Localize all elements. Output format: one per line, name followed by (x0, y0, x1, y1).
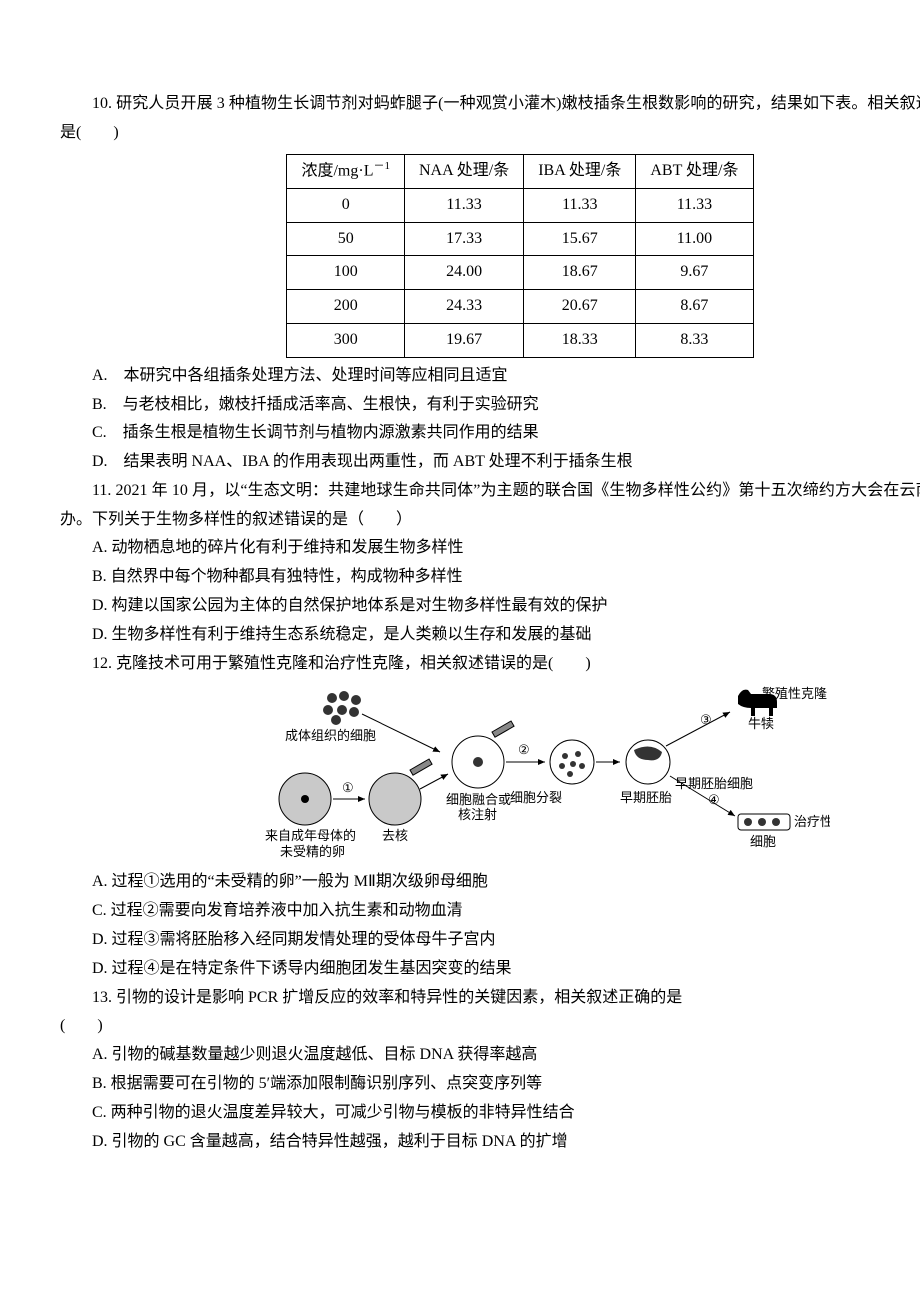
col-header-1: NAA 处理/条 (404, 154, 523, 188)
col-header-0: 浓度/mg·L－1 (287, 154, 405, 188)
early-embryo-icon (626, 740, 670, 784)
label-division: 细胞分裂 (510, 790, 562, 805)
q11-option-c: D. 构建以国家公园为主体的自然保护地体系是对生物多样性最有效的保护 (60, 592, 920, 621)
label-step1: ① (342, 780, 354, 795)
cell: 18.33 (524, 323, 636, 357)
label-step3: ③ (700, 712, 712, 727)
table-row: 200 24.33 20.67 8.67 (287, 290, 753, 324)
cell: 20.67 (524, 290, 636, 324)
q12-option-d: D. 过程④是在特定条件下诱导内细胞团发生基因突变的结果 (60, 955, 920, 984)
label-enucleate: 去核 (382, 828, 408, 843)
cell: 18.67 (524, 256, 636, 290)
label-step4: ④ (708, 792, 720, 807)
q12-option-b: C. 过程②需要向发育培养液中加入抗生素和动物血清 (60, 897, 920, 926)
cell: 0 (287, 188, 405, 222)
label-fusion-1: 细胞融合或 (446, 792, 511, 807)
q11-option-b: B. 自然界中每个物种都具有独特性，构成物种多样性 (60, 563, 920, 592)
q10-option-d: D. 结果表明 NAA、IBA 的作用表现出两重性，而 ABT 处理不利于插条生… (60, 448, 920, 477)
table-row: 50 17.33 15.67 11.00 (287, 222, 753, 256)
table-row: 100 24.00 18.67 9.67 (287, 256, 753, 290)
adult-cells-icon (323, 691, 361, 725)
q13-option-c: C. 两种引物的退火温度差异较大，可减少引物与模板的非特异性结合 (60, 1099, 920, 1128)
unfertilized-egg-icon (279, 773, 331, 825)
cell: 300 (287, 323, 405, 357)
dividing-cell-icon (550, 740, 594, 784)
cell: 24.00 (404, 256, 523, 290)
cell: 200 (287, 290, 405, 324)
cell: 19.67 (404, 323, 523, 357)
q10-option-b: B. 与老枝相比，嫩枝扦插成活率高、生根快，有利于实验研究 (60, 391, 920, 420)
enucleated-egg-icon (369, 759, 432, 825)
q12-option-c: D. 过程③需将胚胎移入经同期发情处理的受体母牛子宫内 (60, 926, 920, 955)
fusion-cell-icon (452, 721, 514, 788)
cell: 9.67 (636, 256, 753, 290)
table-row: 300 19.67 18.33 8.33 (287, 323, 753, 357)
label-unfertilized-1: 来自成年母体的 (265, 828, 356, 843)
label-cells: 细胞 (750, 834, 776, 849)
col-header-2: IBA 处理/条 (524, 154, 636, 188)
label-calf: 牛犊 (748, 716, 774, 731)
q11-option-d: D. 生物多样性有利于维持生态系统稳定，是人类赖以生存和发展的基础 (60, 621, 920, 650)
q10-option-c: C. 插条生根是植物生长调节剂与植物内源激素共同作用的结果 (60, 419, 920, 448)
label-therapeutic: 治疗性克隆 (794, 814, 830, 829)
q13-stem-1: 13. 引物的设计是影响 PCR 扩增反应的效率和特异性的关键因素，相关叙述正确… (60, 984, 920, 1013)
col-header-3: ABT 处理/条 (636, 154, 753, 188)
q10-stem: 10. 研究人员开展 3 种植物生长调节剂对蚂蚱腿子(一种观赏小灌木)嫩枝插条生… (60, 90, 920, 148)
cell: 8.33 (636, 323, 753, 357)
label-early-embryo: 早期胚胎 (620, 790, 672, 805)
q11-stem: 11. 2021 年 10 月，以“生态文明：共建地球生命共同体”为主题的联合国… (60, 477, 920, 535)
q12-option-a: A. 过程①选用的“未受精的卵”一般为 MⅡ期次级卵母细胞 (60, 868, 920, 897)
cell: 11.33 (404, 188, 523, 222)
label-early-embryo-cells: 早期胚胎细胞 (675, 776, 753, 791)
label-adult-cells: 成体组织的细胞 (285, 728, 376, 743)
q12-stem: 12. 克隆技术可用于繁殖性克隆和治疗性克隆，相关叙述错误的是( ) (60, 650, 920, 679)
q13-option-d: D. 引物的 GC 含量越高，结合特异性越强，越利于目标 DNA 的扩增 (60, 1128, 920, 1157)
table-row: 0 11.33 11.33 11.33 (287, 188, 753, 222)
label-fusion-2: 核注射 (458, 807, 497, 822)
q11-option-a: A. 动物栖息地的碎片化有利于维持和发展生物多样性 (60, 534, 920, 563)
q10-table: 浓度/mg·L－1 NAA 处理/条 IBA 处理/条 ABT 处理/条 0 1… (286, 154, 753, 358)
q13-option-a: A. 引物的碱基数量越少则退火温度越低、目标 DNA 获得率越高 (60, 1041, 920, 1070)
cell: 15.67 (524, 222, 636, 256)
cell: 11.33 (636, 188, 753, 222)
cell: 17.33 (404, 222, 523, 256)
q10-option-a: A. 本研究中各组插条处理方法、处理时间等应相同且适宜 (60, 362, 920, 391)
cell: 8.67 (636, 290, 753, 324)
cell: 24.33 (404, 290, 523, 324)
cell: 11.33 (524, 188, 636, 222)
q12-diagram: 成体组织的细胞 来自成年母体的 未受精的卵 ① 去核 细胞融合或 核注射 ② 细… (210, 684, 830, 864)
label-step2: ② (518, 742, 530, 757)
q13-stem-2: ( ) (60, 1012, 920, 1041)
cell: 100 (287, 256, 405, 290)
culture-cells-icon (738, 814, 790, 830)
label-reproductive: 繁殖性克隆 (762, 686, 827, 701)
cell: 11.00 (636, 222, 753, 256)
table-header-row: 浓度/mg·L－1 NAA 处理/条 IBA 处理/条 ABT 处理/条 (287, 154, 753, 188)
cell: 50 (287, 222, 405, 256)
label-unfertilized-2: 未受精的卵 (280, 844, 345, 859)
q13-option-b: B. 根据需要可在引物的 5′端添加限制酶识别序列、点突变序列等 (60, 1070, 920, 1099)
